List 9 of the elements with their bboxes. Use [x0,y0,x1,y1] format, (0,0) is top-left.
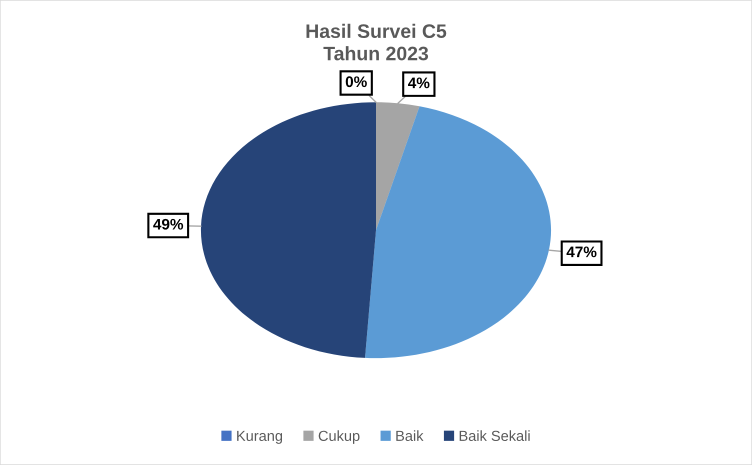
legend-label: Baik Sekali [460,430,530,442]
chart-title: Hasil Survei C5 Tahun 2023 [306,24,446,60]
data-label: 47% [566,246,596,258]
legend-label: Kurang [237,430,282,444]
text: 0% [346,76,367,88]
legend-label: Baik [396,430,424,442]
legend-label: Cukup [318,430,360,444]
data-label: 49% [153,218,184,230]
data-label: 4% [408,77,430,88]
